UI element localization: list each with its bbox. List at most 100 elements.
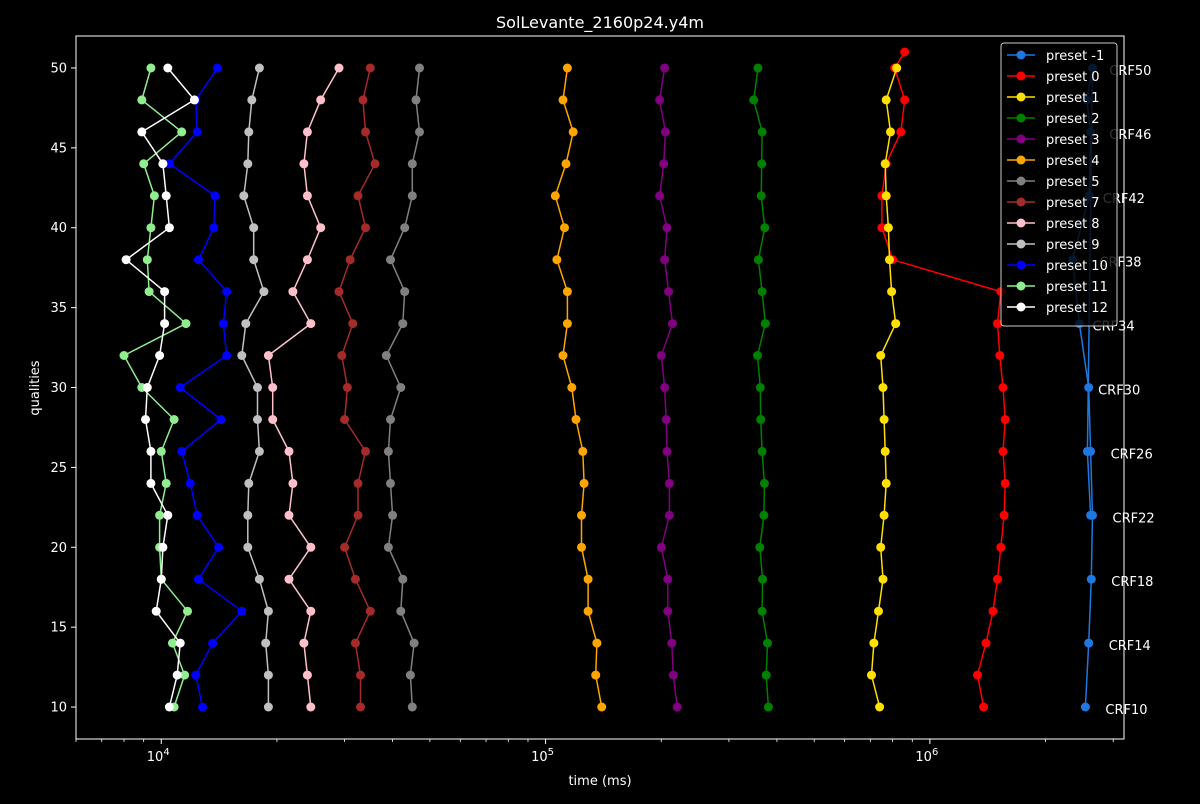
data-point — [243, 510, 253, 520]
data-point — [757, 446, 767, 456]
data-point — [876, 351, 886, 360]
data-point — [396, 383, 406, 392]
legend-entry: preset 12 — [1007, 301, 1108, 316]
data-point — [249, 255, 259, 265]
crf-annotation: CRF18 — [1111, 575, 1153, 590]
data-point — [567, 383, 577, 392]
chart-title: SolLevante_2160p24.y4m — [496, 13, 704, 33]
data-point — [306, 702, 316, 712]
data-point — [259, 287, 269, 297]
data-point — [348, 319, 358, 329]
data-point — [175, 638, 185, 648]
data-point — [254, 446, 264, 456]
data-point — [571, 415, 581, 424]
legend-label: preset -1 — [1046, 49, 1104, 64]
data-point — [578, 446, 588, 456]
data-point — [161, 191, 171, 201]
data-point — [244, 478, 254, 488]
data-point — [900, 47, 910, 57]
data-point — [558, 351, 568, 360]
data-point — [268, 383, 278, 392]
data-point — [409, 638, 419, 648]
data-point — [302, 255, 312, 265]
data-point — [405, 670, 415, 680]
y-tick-label: 25 — [50, 461, 67, 476]
data-point — [759, 478, 769, 488]
x-axis-title: time (ms) — [568, 774, 631, 789]
legend-marker — [1016, 113, 1026, 123]
data-point — [753, 351, 762, 360]
legend-label: preset 2 — [1046, 112, 1100, 127]
crf-annotation: CRF46 — [1109, 128, 1151, 143]
legend-entry: preset 3 — [1007, 133, 1100, 148]
data-point — [146, 478, 156, 488]
data-point — [760, 319, 770, 329]
data-point — [753, 63, 763, 73]
data-point — [302, 670, 312, 680]
data-point — [388, 510, 398, 520]
legend-entry: preset 0 — [1007, 70, 1100, 85]
legend-marker — [1016, 239, 1026, 249]
y-tick-label: 15 — [50, 621, 67, 636]
data-point — [350, 638, 360, 648]
data-point — [755, 383, 765, 392]
data-point — [222, 351, 232, 360]
data-point — [146, 223, 156, 233]
crf-annotation: CRF10 — [1105, 703, 1147, 718]
data-point — [146, 63, 156, 73]
data-point — [562, 63, 572, 73]
data-point — [887, 287, 897, 297]
data-point — [386, 478, 395, 488]
crf-annotation: CRF50 — [1109, 64, 1151, 79]
data-point — [249, 223, 259, 233]
data-point — [878, 383, 888, 392]
data-point — [1000, 415, 1010, 424]
data-point — [342, 383, 352, 392]
data-point — [996, 542, 1006, 552]
y-axis-title: qualities — [28, 360, 43, 415]
data-point — [583, 606, 593, 616]
data-point — [656, 351, 666, 360]
data-point — [172, 670, 182, 680]
y-tick-label: 50 — [50, 61, 67, 76]
data-point — [891, 319, 901, 329]
data-point — [284, 510, 294, 520]
data-point — [881, 191, 891, 201]
data-point — [356, 670, 365, 680]
data-point — [396, 606, 406, 616]
data-point — [398, 574, 408, 584]
legend-entry: preset 1 — [1007, 91, 1100, 106]
legend-marker — [1016, 155, 1026, 165]
data-point — [218, 319, 228, 329]
data-point — [119, 351, 129, 360]
legend-label: preset 11 — [1046, 280, 1108, 295]
data-point — [1084, 383, 1094, 392]
data-point — [175, 383, 185, 392]
data-point — [247, 95, 257, 105]
data-point — [139, 159, 149, 169]
data-point — [663, 606, 673, 616]
data-point — [881, 478, 891, 488]
data-point — [415, 63, 424, 73]
data-point — [757, 606, 767, 616]
data-point — [141, 415, 150, 424]
data-point — [365, 606, 375, 616]
data-point — [146, 446, 156, 456]
data-point — [597, 702, 607, 712]
data-point — [662, 223, 672, 233]
data-point — [361, 446, 370, 456]
data-point — [988, 606, 998, 616]
data-point — [243, 159, 253, 169]
legend-marker — [1016, 302, 1026, 312]
data-point — [263, 351, 273, 360]
data-point — [288, 287, 298, 297]
data-point — [350, 574, 360, 584]
data-point — [353, 478, 363, 488]
legend-marker — [1016, 134, 1026, 144]
data-point — [667, 638, 677, 648]
data-point — [1080, 702, 1090, 712]
data-point — [299, 159, 309, 169]
data-point — [177, 127, 187, 137]
data-point — [370, 159, 380, 169]
